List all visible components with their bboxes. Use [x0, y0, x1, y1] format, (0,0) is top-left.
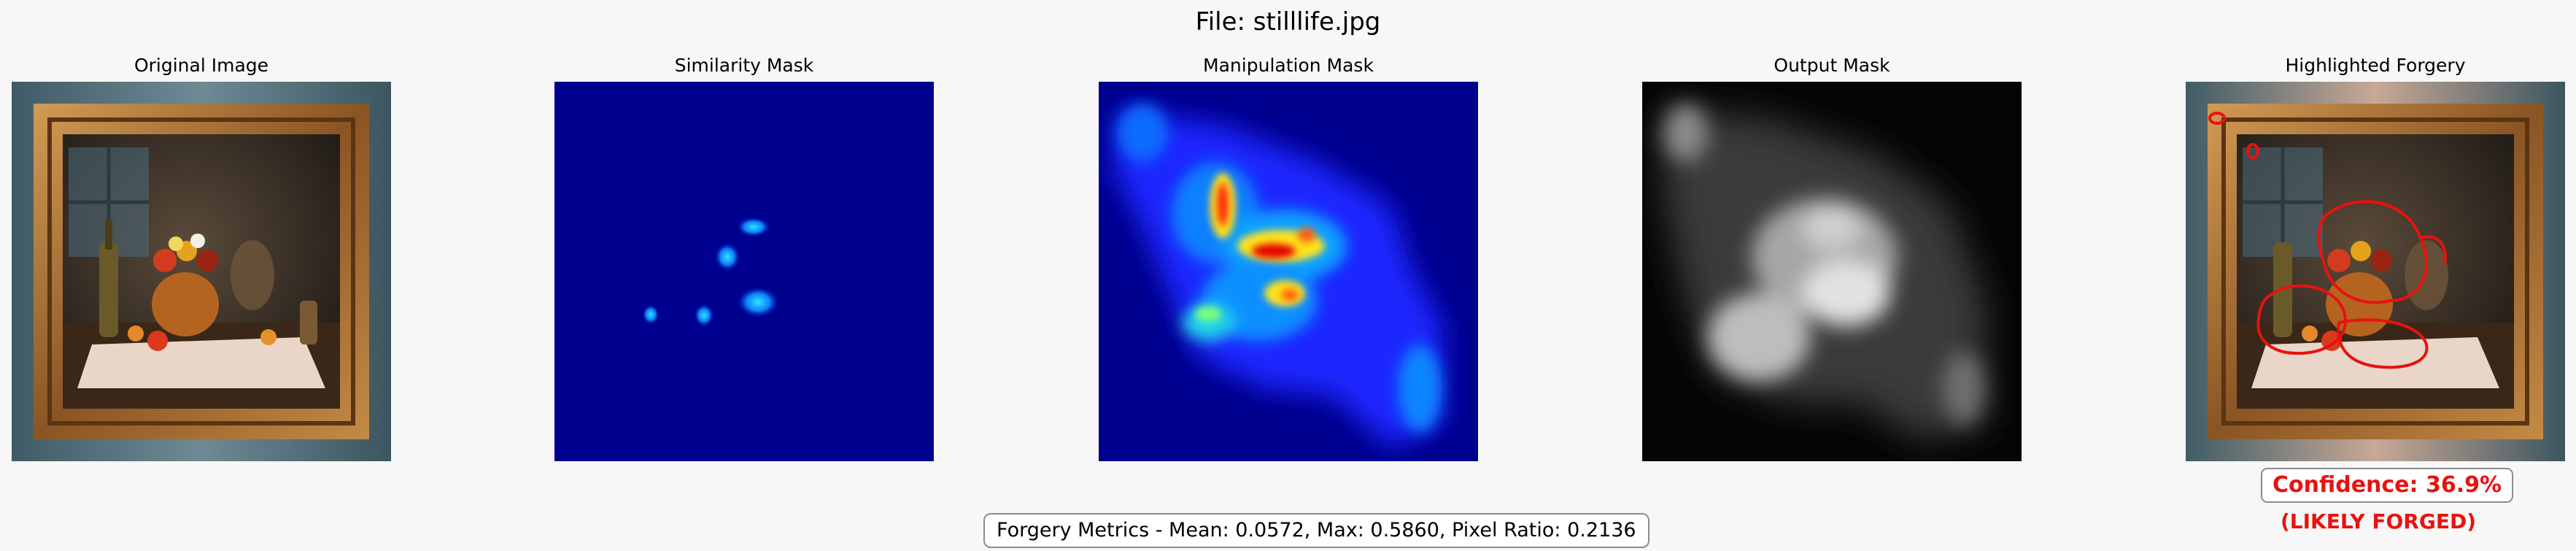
original-image	[12, 82, 391, 461]
manipulation-mask-panel	[1099, 82, 1478, 461]
similarity-mask-panel	[554, 82, 934, 461]
output-mask-panel	[1642, 82, 2022, 461]
panel-title-manipulation: Manipulation Mask	[1203, 55, 1374, 76]
forgery-contours	[2208, 112, 2447, 369]
verdict-label: (LIKELY FORGED)	[2280, 509, 2477, 533]
highlighted-forgery-image	[2186, 82, 2565, 461]
panel-title-output: Output Mask	[1774, 55, 1890, 76]
manipulation-mask	[1099, 82, 1478, 461]
panel-title-similarity: Similarity Mask	[674, 55, 814, 76]
original-image-panel	[12, 82, 391, 461]
highlighted-forgery-panel	[2186, 82, 2565, 461]
similarity-mask	[554, 82, 934, 461]
panel-title-highlighted: Highlighted Forgery	[2285, 55, 2466, 76]
figure-title: File: stilllife.jpg	[1195, 7, 1381, 36]
forgery-metrics-box: Forgery Metrics - Mean: 0.0572, Max: 0.5…	[983, 513, 1649, 548]
panel-title-original: Original Image	[134, 55, 269, 76]
output-mask	[1642, 82, 2022, 461]
confidence-badge: Confidence: 36.9%	[2261, 468, 2514, 503]
